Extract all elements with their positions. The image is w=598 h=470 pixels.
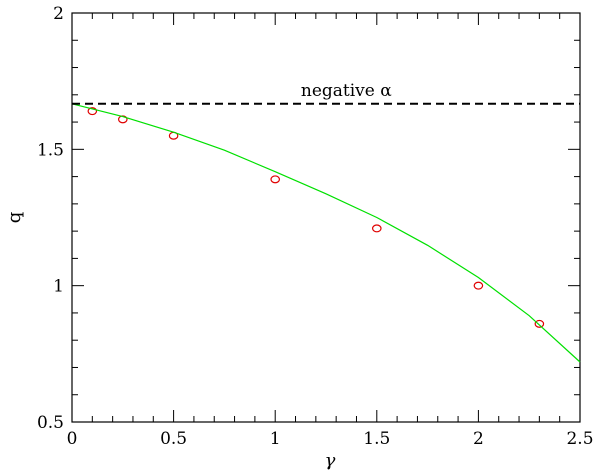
plot-frame: [71, 12, 581, 423]
data-point: [534, 319, 545, 328]
x-axis-label: γ: [325, 450, 336, 470]
x-tick-label: 1.5: [363, 429, 390, 449]
y-axis-label: q: [4, 212, 25, 224]
y-tick-label: 1.5: [37, 140, 64, 160]
data-point: [473, 281, 484, 290]
x-tick-label: 1: [270, 429, 281, 449]
data-point: [118, 115, 128, 124]
series: [71, 102, 581, 363]
data-point: [371, 224, 382, 233]
x-tick-label: 2.5: [566, 429, 593, 449]
y-tick-label: 2: [53, 4, 64, 24]
data-point: [87, 107, 98, 116]
x-tick-label: 2: [473, 429, 484, 449]
y-tick-label: 0.5: [37, 413, 64, 433]
y-tick-label: 1: [53, 277, 64, 297]
ticks: 0 0.5 1 1.5 2 2.50.511.52: [37, 4, 594, 449]
plot-border: [71, 12, 581, 423]
x-tick-label: 0.5: [160, 429, 187, 449]
x-tick-label: 0: [67, 429, 78, 449]
fit-curve: [71, 103, 581, 363]
data-point: [270, 175, 280, 184]
annotation-label: negative α: [301, 81, 392, 101]
